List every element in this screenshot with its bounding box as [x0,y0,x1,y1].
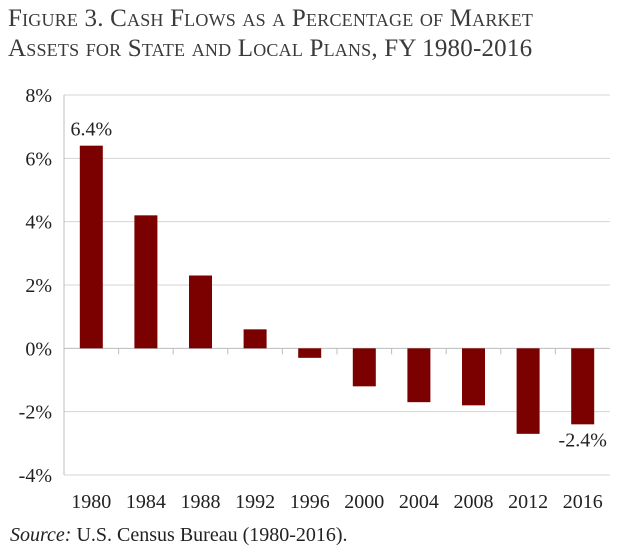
x-tick-label: 2016 [563,491,603,513]
chart-title-line-2: Assets for State and Local Plans, FY 198… [8,35,533,62]
bar-2008 [462,348,485,406]
bar-1980 [79,145,103,349]
bars [79,145,595,434]
bar-2000 [352,348,376,387]
data-label: -2.4% [559,429,607,451]
y-tick-label: -4% [19,465,52,487]
x-tick-label: 1984 [126,491,166,513]
y-tick-label: 2% [25,275,52,297]
source-note: Source: U.S. Census Bureau (1980-2016). [10,524,348,547]
y-tick-label: 0% [25,338,52,360]
x-tick-label: 1980 [71,491,111,513]
bar-1988 [189,275,212,349]
source-text: U.S. Census Bureau (1980-2016). [71,524,348,546]
y-tick-labels: -4% -2% 0% 2% 4% 6% 8% [19,85,52,487]
bar-1984 [134,215,158,349]
x-tick-label: 2008 [454,491,494,513]
x-tick-label: 2012 [508,491,548,513]
chart-title-line-1: Figure 3. Cash Flows as a Percentage of … [8,5,534,32]
data-labels: 6.4% -2.4% [70,119,606,452]
bar-1992 [243,329,267,349]
y-tick-label: -2% [19,402,52,424]
y-tick-label: 6% [25,148,52,170]
bar-1996 [298,348,322,358]
bar-2004 [407,348,431,403]
chart-title: Figure 3. Cash Flows as a Percentage of … [8,4,614,64]
x-tick-labels: 1980 1984 1988 1992 1996 2000 2004 2008 2012 2016 [71,491,602,513]
x-tick-label: 1992 [235,491,275,513]
data-label: 6.4% [70,119,112,141]
bar-2012 [516,348,540,434]
y-tick-label: 4% [25,212,52,234]
x-tick-label: 1996 [290,491,330,513]
x-tick-label: 1988 [181,491,221,513]
source-label: Source: [10,524,72,546]
bar-2016 [571,348,595,425]
x-tick-label: 2000 [344,491,384,513]
gridlines [64,94,610,476]
bar-chart: -4% -2% 0% 2% 4% 6% 8% 1980 1984 1988 1992 1996 200… [19,85,610,513]
y-tick-label: 8% [25,85,52,107]
x-tick-label: 2004 [399,491,439,513]
